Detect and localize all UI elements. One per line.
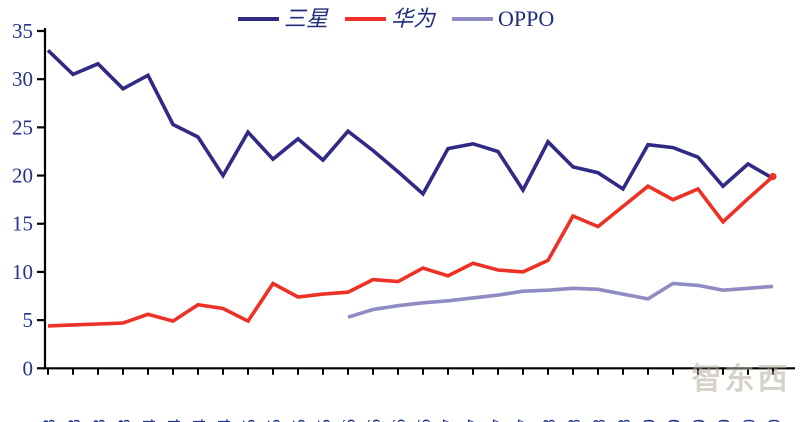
x-axis-label: 2017 xyxy=(514,419,534,422)
y-axis-label: 25 xyxy=(12,115,33,139)
x-axis-label: 2018 xyxy=(564,419,584,422)
y-axis-label: 30 xyxy=(12,67,33,91)
x-axis-label: 2015 xyxy=(239,419,259,422)
x-axis-label: 2015 xyxy=(289,419,309,422)
x-axis-label: 2016 xyxy=(414,419,434,422)
y-axis-label: 10 xyxy=(12,260,33,284)
x-axis-label: 2019 xyxy=(664,419,684,422)
x-axis-label: 2019 xyxy=(714,419,734,422)
x-axis-label: 2016 xyxy=(364,419,384,422)
huawei-endpoint-marker xyxy=(769,172,777,181)
x-axis-label: 2014 xyxy=(164,419,184,422)
oppo-line-sample xyxy=(452,17,494,21)
x-axis-label: 2016 xyxy=(339,419,359,422)
y-axis-label: 20 xyxy=(12,164,33,188)
y-axis-label: 15 xyxy=(12,212,33,236)
oppo-legend-label: OPPO xyxy=(498,6,555,31)
x-axis-label: 2019 xyxy=(689,419,709,422)
legend-item-huawei: 华为 xyxy=(345,8,435,30)
oppo-line xyxy=(347,281,774,319)
x-axis-label: 2014 xyxy=(139,419,159,422)
y-axis-label: 0 xyxy=(23,356,34,380)
x-axis-label: 2013 xyxy=(114,419,134,422)
huawei-line-sample xyxy=(345,17,387,21)
x-axis-label: 2018 xyxy=(614,419,634,422)
x-axis-label: 2013 xyxy=(89,419,109,422)
legend: 三星 华为 OPPO xyxy=(238,8,554,30)
x-axis-label: 2019 xyxy=(639,419,659,422)
x-axis-label: 2018 xyxy=(539,419,559,422)
x-axis-label: 2014 xyxy=(189,419,209,422)
x-axis-label: 2014 xyxy=(214,419,234,422)
x-axis-label: 2017 xyxy=(439,419,459,422)
x-axis-label: 2020 xyxy=(764,419,784,422)
y-axis-label: 5 xyxy=(23,308,34,332)
samsung-legend-label: 三星 xyxy=(284,6,329,31)
x-axis-label: 2013 xyxy=(64,419,84,422)
legend-item-oppo: OPPO xyxy=(452,8,554,30)
x-axis-label: 2013 xyxy=(39,419,59,422)
samsung-line-sample xyxy=(238,17,279,21)
x-axis-label: 2018 xyxy=(589,419,609,422)
x-axis-label: 2015 xyxy=(264,419,284,422)
y-axis-label: 35 xyxy=(12,19,33,43)
x-axis-label: 2020 xyxy=(739,419,759,422)
x-axis-label: 2017 xyxy=(464,419,484,422)
huawei-legend-label: 华为 xyxy=(391,6,436,31)
x-axis-label: 2015 xyxy=(314,419,334,422)
x-axis-label: 2016 xyxy=(389,419,409,422)
huawei-line xyxy=(47,175,775,328)
legend-item-samsung: 三星 xyxy=(238,8,328,30)
x-axis-label: 2017 xyxy=(489,419,509,422)
samsung-line xyxy=(46,49,774,197)
